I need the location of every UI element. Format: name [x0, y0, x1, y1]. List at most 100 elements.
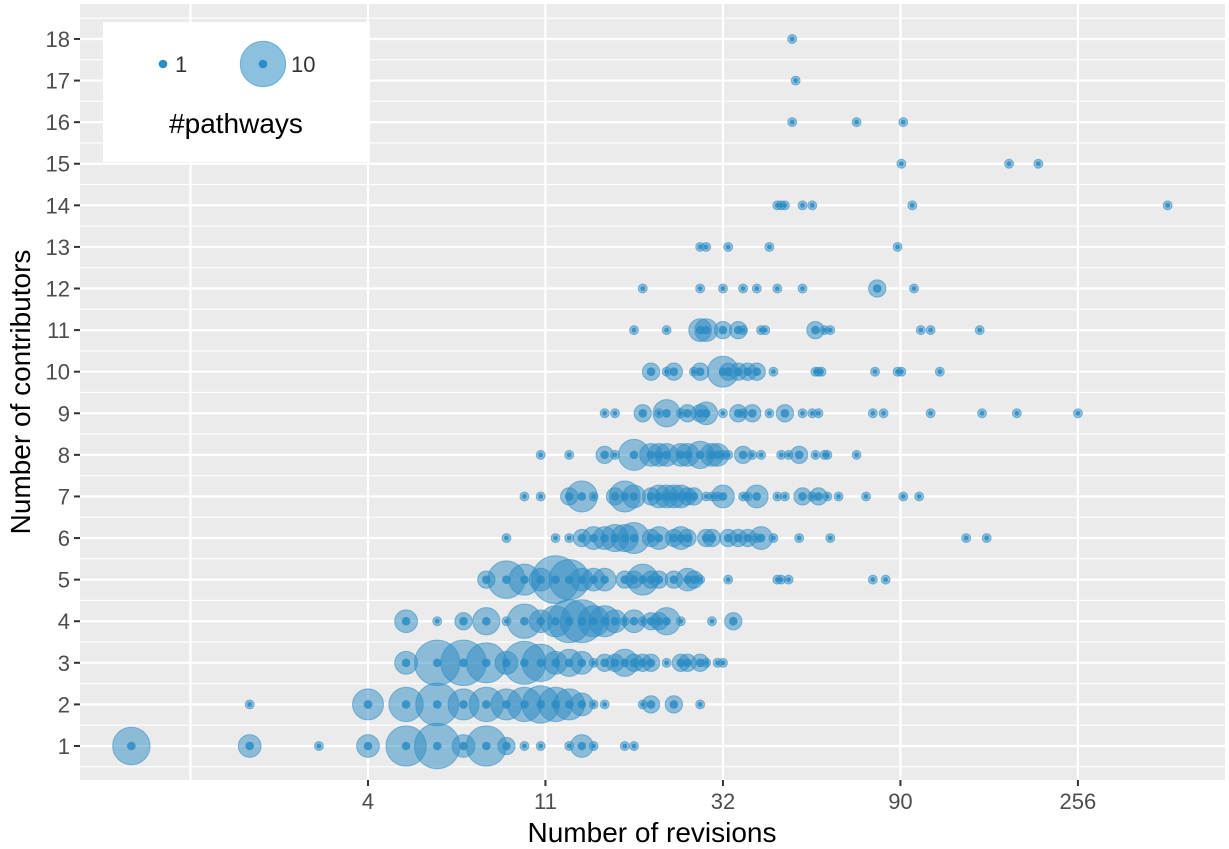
- data-point-core: [725, 577, 731, 583]
- data-point-core: [900, 119, 906, 125]
- data-point-core: [566, 452, 572, 458]
- data-point-core: [577, 700, 587, 709]
- data-point: [1162, 200, 1173, 211]
- data-point-core: [782, 494, 788, 499]
- data-point-core: [566, 535, 572, 541]
- data-point: [896, 158, 907, 169]
- data-point-core: [928, 327, 933, 333]
- data-point: [760, 325, 771, 336]
- y-tick-label: 15: [46, 152, 70, 177]
- data-point: [701, 657, 712, 668]
- data-point-core: [720, 286, 726, 291]
- data-point: [797, 283, 808, 294]
- data-point: [535, 491, 546, 502]
- legend-key-dot: [258, 59, 268, 69]
- data-point: [898, 117, 909, 128]
- data-point: [915, 325, 926, 336]
- data-point-core: [819, 369, 824, 375]
- data-point-core: [683, 658, 692, 668]
- data-point: [599, 699, 610, 710]
- data-point: [1072, 408, 1083, 419]
- data-point: [617, 438, 650, 471]
- data-point: [851, 117, 862, 128]
- data-point: [768, 366, 779, 377]
- data-point-core: [814, 492, 823, 501]
- data-point-core: [811, 325, 820, 335]
- data-point-core: [502, 741, 511, 751]
- data-point-core: [602, 410, 608, 416]
- y-tick-label: 2: [58, 692, 70, 717]
- data-point-core: [918, 327, 924, 333]
- data-point-core: [774, 286, 780, 291]
- data-point: [717, 283, 728, 294]
- data-point-core: [836, 494, 841, 499]
- data-point: [352, 688, 384, 721]
- data-point-core: [459, 700, 468, 709]
- data-point: [756, 449, 767, 460]
- y-tick-label: 13: [46, 235, 70, 260]
- data-point: [617, 522, 650, 555]
- data-point: [465, 725, 507, 767]
- data-point: [702, 528, 722, 548]
- legend-title: #pathways: [169, 108, 303, 139]
- data-point-core: [662, 616, 671, 626]
- data-point-core: [432, 700, 442, 709]
- data-point-core: [1014, 410, 1020, 416]
- data-point: [723, 574, 734, 585]
- data-point: [695, 699, 706, 710]
- data-point: [313, 741, 324, 751]
- data-point: [934, 366, 945, 377]
- y-tick-label: 8: [58, 443, 70, 468]
- data-point-core: [432, 741, 442, 751]
- data-point-core: [778, 577, 784, 583]
- data-point-core: [538, 452, 544, 458]
- data-point: [713, 320, 733, 340]
- data-point: [641, 695, 661, 714]
- data-point-core: [434, 618, 440, 624]
- data-point-core: [459, 658, 468, 668]
- data-point-core: [600, 575, 609, 584]
- data-point-core: [725, 452, 731, 458]
- data-point-core: [612, 410, 618, 416]
- data-point: [519, 491, 530, 502]
- data-point-core: [758, 452, 764, 458]
- data-point: [675, 616, 686, 627]
- data-point-core: [720, 410, 726, 416]
- data-point: [787, 117, 798, 128]
- data-point: [878, 408, 889, 419]
- data-point: [535, 449, 546, 460]
- data-point: [519, 741, 530, 751]
- data-point-core: [363, 741, 373, 751]
- data-point-core: [316, 743, 322, 749]
- data-point-core: [738, 450, 748, 460]
- data-point: [664, 362, 684, 381]
- data-point-core: [786, 452, 791, 458]
- data-point-core: [600, 450, 609, 460]
- y-tick-label: 1: [58, 734, 70, 759]
- data-point-core: [553, 535, 558, 541]
- data-point: [880, 574, 891, 585]
- data-point: [664, 695, 684, 714]
- data-point-core: [646, 700, 656, 709]
- data-point: [678, 653, 697, 672]
- data-point-core: [881, 410, 886, 416]
- data-point-core: [629, 533, 639, 543]
- data-point: [706, 616, 717, 627]
- legend-label-1: 1: [175, 52, 187, 77]
- data-point: [388, 686, 424, 723]
- data-point-core: [937, 369, 943, 375]
- data-point: [641, 362, 661, 381]
- data-point-core: [638, 408, 648, 418]
- data-points: [112, 33, 1173, 770]
- x-tick-label: 32: [711, 789, 735, 814]
- data-point: [550, 533, 561, 544]
- data-point: [652, 399, 681, 428]
- data-point-core: [707, 533, 717, 543]
- data-point-core: [928, 410, 933, 416]
- data-point: [695, 283, 706, 294]
- data-point-core: [432, 658, 442, 668]
- data-point-core: [683, 408, 692, 418]
- data-point-core: [629, 450, 639, 460]
- data-point: [678, 528, 697, 548]
